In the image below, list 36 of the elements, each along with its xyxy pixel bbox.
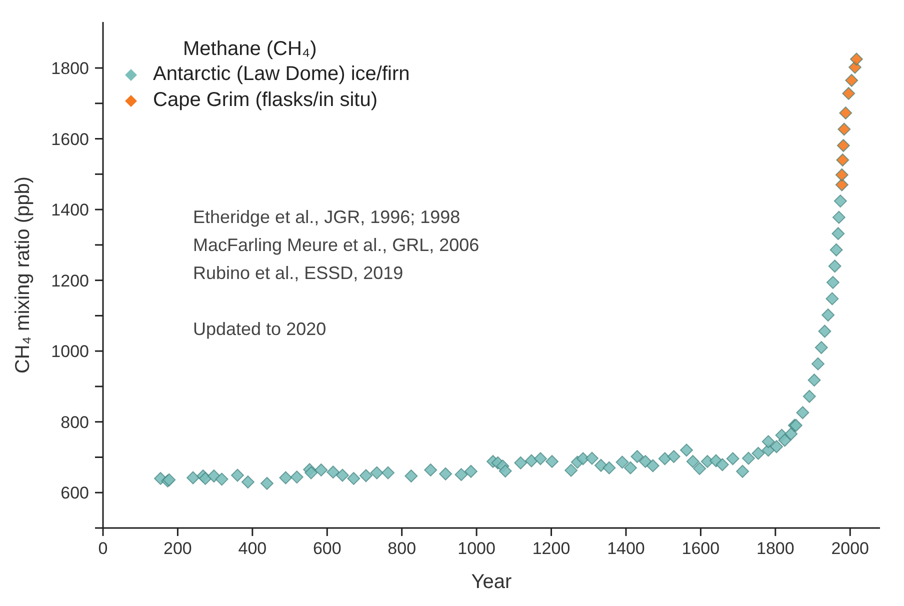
point	[835, 168, 848, 182]
x-tick-label: 1000	[458, 539, 496, 558]
y-tick-label: 1800	[51, 59, 89, 78]
point	[845, 74, 858, 87]
y-tick-label: 1600	[51, 130, 89, 149]
x-tick-label: 200	[164, 539, 192, 558]
x-tick-label: 400	[238, 539, 267, 558]
y-tick-label: 800	[60, 412, 89, 432]
point	[839, 106, 852, 120]
x-tick-label: 0	[98, 539, 108, 558]
x-tick-label: 1400	[607, 539, 645, 558]
point	[835, 178, 848, 192]
y-axis-title: CH₄ mixing ratio (ppb)	[12, 176, 34, 374]
x-tick-label: 1600	[682, 539, 720, 558]
annotation: Updated to 2020	[193, 318, 328, 341]
point	[850, 52, 863, 66]
point	[842, 86, 856, 100]
legend-title: Methane (CH₄)	[183, 38, 318, 61]
annotation: Etheridge et al., JGR, 1996; 1998	[193, 206, 462, 229]
x-tick-label: 1200	[532, 539, 570, 558]
point	[838, 122, 851, 136]
annotation: MacFarling Meure et al., GRL, 2006	[193, 234, 480, 257]
x-tick-label: 1800	[756, 539, 794, 558]
x-tick-label: 800	[388, 539, 416, 558]
annotation: Rubino et al., ESSD, 2019	[193, 262, 404, 285]
y-tick-label: 1200	[51, 271, 89, 290]
y-tick-label: 1000	[51, 342, 89, 362]
y-tick-label: 1400	[51, 200, 89, 220]
legend-label: Cape Grim (flasks/in situ)	[153, 89, 378, 112]
x-tick-label: 600	[312, 539, 342, 558]
y-tick-label: 600	[60, 484, 89, 503]
point	[836, 154, 850, 166]
x-axis-title: Year	[471, 571, 512, 593]
legend-label: Antarctic (Law Dome) ice/firn	[153, 63, 410, 86]
x-tick-label: 2000	[831, 539, 870, 558]
point	[836, 138, 850, 152]
